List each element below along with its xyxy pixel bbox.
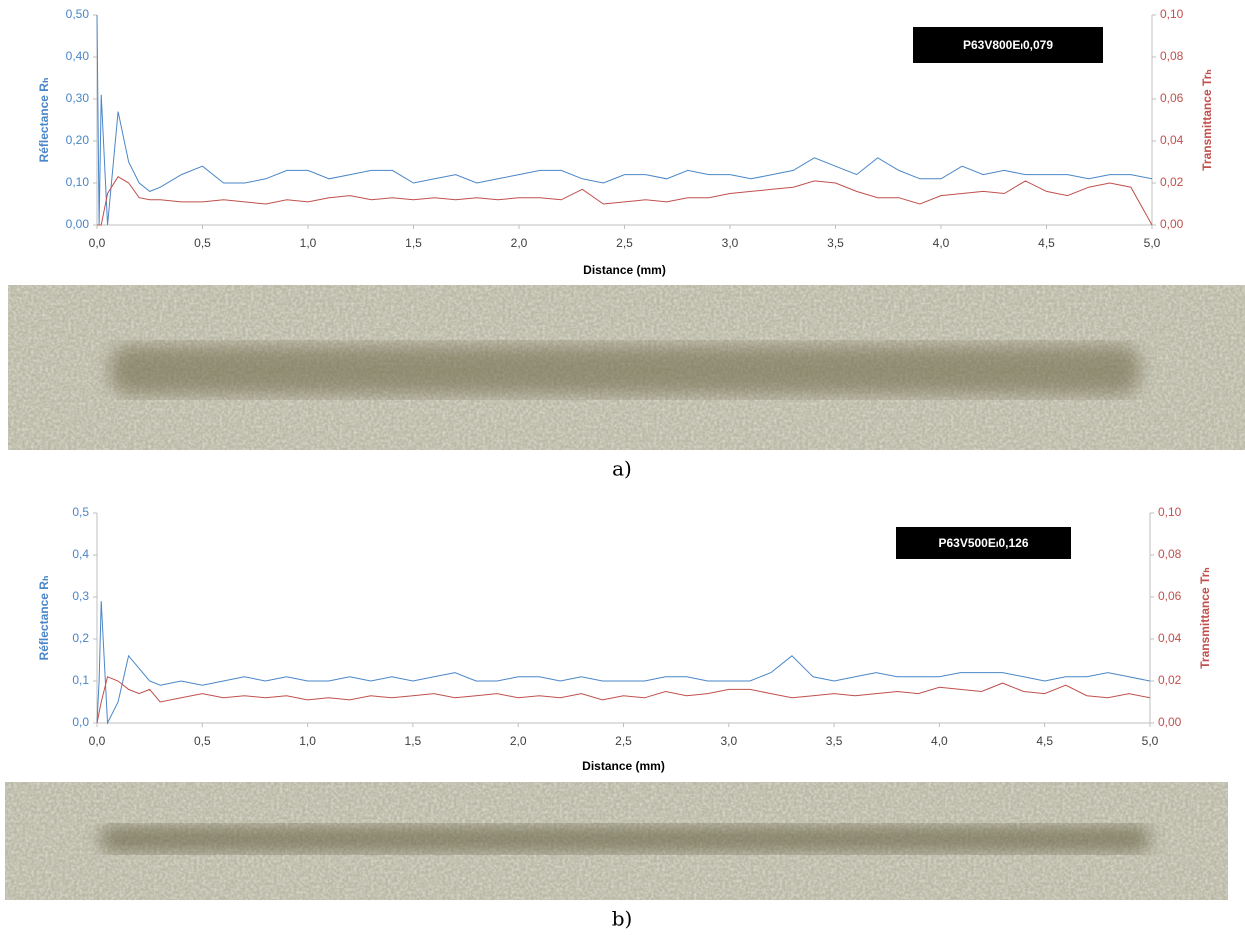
data-line xyxy=(96,14,1153,226)
chart: 0,00 0,10 0,20 0,30 0,40 0,50 0,00 0,02 0,04 0,06… xyxy=(37,7,1214,480)
x-tick-label: 4,5 xyxy=(1038,236,1055,250)
y2-tick-label: 0,10 xyxy=(1160,7,1184,21)
annotation-box xyxy=(896,527,1071,559)
y-axis-title: Réflectance Rₕ xyxy=(37,78,51,163)
x-tick-label: 2,5 xyxy=(616,236,633,250)
y2-tick-label: 0,06 xyxy=(1158,589,1182,603)
x-tick-label: 5,0 xyxy=(1142,734,1159,748)
y2-tick-label: 0,04 xyxy=(1158,631,1182,645)
x-tick-label: 3,5 xyxy=(826,734,843,748)
y-tick-label: 0,40 xyxy=(66,49,90,63)
y2-axis-title: Transmittance Trₕ xyxy=(1198,567,1212,669)
x-tick-label: 3,0 xyxy=(720,734,737,748)
x-tick-label: 2,0 xyxy=(511,236,528,250)
caption: b) xyxy=(612,907,633,931)
y-tick-label: 0,0 xyxy=(72,715,89,729)
y-tick-label: 0,1 xyxy=(72,673,89,687)
y-tick-label: 0,5 xyxy=(72,505,89,519)
x-tick-label: 1,0 xyxy=(300,236,317,250)
y2-tick-label: 0,00 xyxy=(1158,715,1182,729)
x-axis-title: Distance (mm) xyxy=(582,759,665,773)
y2-tick-label: 0,08 xyxy=(1160,49,1184,63)
x-tick-label: 3,5 xyxy=(827,236,844,250)
photo-a xyxy=(8,285,1245,450)
x-tick-label: 4,0 xyxy=(933,236,950,250)
annotation: P63V800Eₗ0,079 xyxy=(963,38,1053,52)
x-tick-label: 4,0 xyxy=(931,734,948,748)
x-tick-label: 0,0 xyxy=(89,236,106,250)
y2-tick-label: 0,08 xyxy=(1158,547,1182,561)
y2-tick-label: 0,10 xyxy=(1158,505,1182,519)
annotation: P63V500Eₗ0,126 xyxy=(938,536,1028,550)
y2-tick-label: 0,00 xyxy=(1160,217,1184,231)
x-tick-label: 1,0 xyxy=(299,734,316,748)
data-line xyxy=(97,176,1153,226)
y-tick-label: 0,4 xyxy=(72,547,89,561)
y2-axis-title: Transmittance Trₕ xyxy=(1200,69,1214,171)
x-tick-label: 1,5 xyxy=(405,734,422,748)
y-tick-label: 0,10 xyxy=(66,175,90,189)
y2-tick-label: 0,06 xyxy=(1160,91,1184,105)
x-tick-label: 3,0 xyxy=(722,236,739,250)
chart: 0,0 0,1 0,2 0,3 0,4 0,5 0,00 0,02 0,04 0,06 0,08 0,… xyxy=(37,505,1212,930)
y-tick-label: 0,20 xyxy=(66,133,90,147)
y-tick-label: 0,3 xyxy=(72,589,89,603)
y2-tick-label: 0,02 xyxy=(1158,673,1182,687)
annotation-box xyxy=(913,27,1103,63)
data-line xyxy=(96,601,1151,725)
caption: a) xyxy=(612,457,632,481)
x-tick-label: 1,5 xyxy=(405,236,422,250)
y-tick-label: 0,30 xyxy=(66,91,90,105)
y-tick-label: 0,00 xyxy=(66,217,90,231)
data-line xyxy=(96,676,1151,724)
x-tick-label: 5,0 xyxy=(1144,236,1161,250)
x-tick-label: 0,5 xyxy=(194,236,211,250)
photo-b xyxy=(5,782,1228,900)
x-tick-label: 4,5 xyxy=(1036,734,1053,748)
x-axis-title: Distance (mm) xyxy=(583,263,666,277)
x-tick-label: 2,5 xyxy=(615,734,632,748)
y2-tick-label: 0,02 xyxy=(1160,175,1184,189)
y-axis-title: Réflectance Rₕ xyxy=(37,576,51,661)
y2-tick-label: 0,04 xyxy=(1160,133,1184,147)
x-tick-label: 0,0 xyxy=(89,734,106,748)
y-tick-label: 0,2 xyxy=(72,631,89,645)
x-tick-label: 0,5 xyxy=(194,734,211,748)
y-tick-label: 0,50 xyxy=(66,7,90,21)
x-tick-label: 2,0 xyxy=(510,734,527,748)
